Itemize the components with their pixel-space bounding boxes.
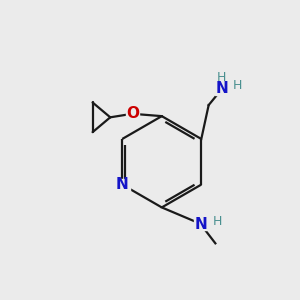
Text: N: N xyxy=(194,217,207,232)
Bar xyxy=(215,84,228,95)
Text: H: H xyxy=(233,80,242,92)
Bar xyxy=(126,109,139,120)
Text: N: N xyxy=(116,177,129,192)
Text: H: H xyxy=(216,71,226,84)
Text: O: O xyxy=(126,106,139,121)
Bar xyxy=(115,179,130,191)
Bar xyxy=(194,219,207,230)
Text: H: H xyxy=(212,215,222,228)
Text: N: N xyxy=(215,81,228,96)
